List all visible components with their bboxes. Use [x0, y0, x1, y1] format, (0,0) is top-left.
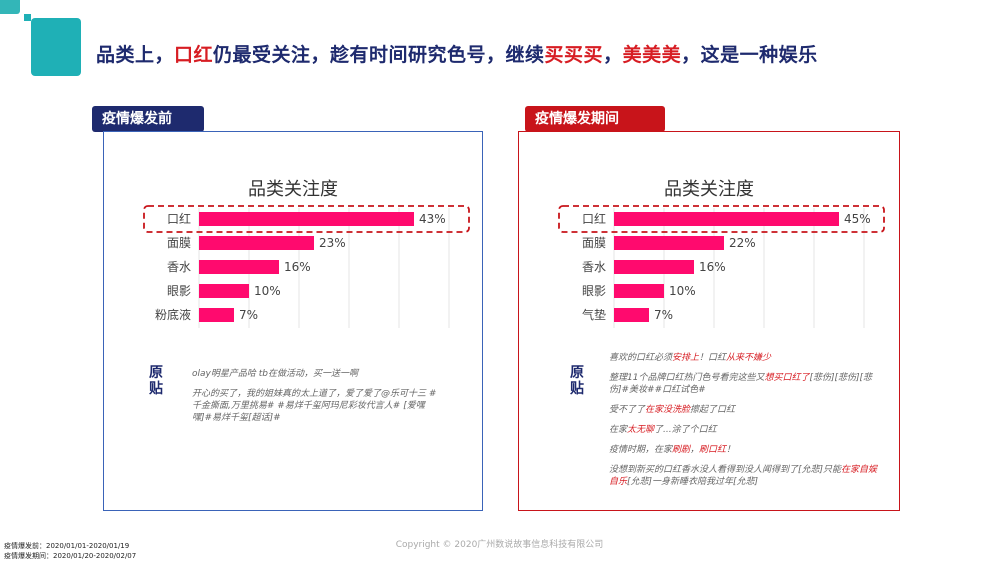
quote-list-before: olay明星产品哈 tb在做活动，买一送一啊开心的买了，我的姐妹真的太上道了，爱…: [192, 368, 442, 432]
bar: [614, 236, 724, 250]
title-highlight: 口红: [174, 44, 214, 66]
panel-before: 品类关注度 口红 43% 面膜 23% 香水 16% 眼影 10% 粉底液 7% 原贴 olay明…: [103, 131, 483, 511]
value-label: 45%: [844, 212, 871, 226]
bar: [199, 260, 279, 274]
title-part: ，: [603, 44, 623, 66]
quote-text: 了...涂了个口红: [654, 425, 717, 435]
chart-title: 品类关注度: [248, 179, 338, 200]
bar: [614, 284, 664, 298]
panel-tag-during: 疫情爆发期间: [525, 106, 665, 132]
quote-highlight: 在家自娱自乐: [609, 465, 878, 487]
category-label: 眼影: [582, 284, 606, 298]
panel-tag-before: 疫情爆发前: [92, 106, 204, 132]
footnote-during: 疫情爆发期间：2020/01/20-2020/02/07: [4, 552, 137, 560]
panel-during: 品类关注度 口红 45% 面膜 22% 香水 16% 眼影 10% 气垫 7% 原贴 喜欢的口红必…: [518, 131, 900, 511]
value-label: 10%: [254, 284, 281, 298]
corner-decoration-square: [31, 18, 81, 76]
corner-decoration-small: [0, 0, 20, 14]
value-label: 43%: [419, 212, 446, 226]
copyright-text: Copyright © 2020广州数说故事信息科技有限公司: [395, 540, 604, 550]
category-label: 眼影: [167, 284, 191, 298]
page-title: 品类上，口红仍最受关注，趁有时间研究色号，继续买买买，美美美，这是一种娱乐: [96, 40, 818, 67]
value-label: 22%: [729, 236, 756, 250]
value-label: 7%: [654, 308, 673, 322]
quote-text: [允悲]一身新睡衣陪我过年[允悲]: [627, 477, 759, 487]
category-label: 面膜: [167, 236, 191, 250]
quote-text: ！口红: [699, 353, 727, 363]
quote-text: 整理11个品牌口红热门色号看完这些又: [609, 373, 765, 383]
quote-text: 没想到新买的口红香水没人看得到没人闻得到了[允悲]只能: [609, 465, 842, 475]
bar-chart-before: 口红 43% 面膜 23% 香水 16% 眼影 10% 粉底液 7%: [143, 205, 470, 328]
title-highlight: 美美美: [622, 44, 682, 66]
value-label: 23%: [319, 236, 346, 250]
quote-highlight: 在家没洗脸: [645, 405, 691, 415]
title-highlight: 买买买: [544, 44, 604, 66]
quote-text: olay明星产品哈: [192, 369, 259, 379]
source-tag: 原贴: [570, 365, 584, 397]
quote-text: 在家: [609, 425, 628, 435]
source-tag: 原贴: [149, 365, 163, 397]
quote-text: 开心的买了，我的姐妹真的太上道了，爱了爱了@乐可十三 #千金撕面,万里挑易# #…: [192, 389, 437, 423]
bar: [199, 236, 314, 250]
category-label: 香水: [582, 260, 606, 274]
highlight-box: [143, 205, 470, 233]
quote-highlight: 从来不嫌少: [726, 353, 772, 363]
quote-text: 疫情时期，在家: [609, 445, 673, 455]
value-label: 16%: [284, 260, 311, 274]
quote-text: ！: [726, 445, 736, 455]
quote-highlight: 太无聊: [627, 425, 655, 435]
title-part: 仍最受关注，趁有时间研究色号，继续: [213, 44, 545, 66]
quote-text: 受不了了: [609, 405, 646, 415]
quote-text: 喜欢的口红必须: [609, 353, 673, 363]
footnote-before: 疫情爆发前：2020/01/01-2020/01/19: [4, 542, 130, 550]
category-label: 口红: [582, 211, 606, 226]
quote-highlight: 想买口红了: [764, 373, 810, 383]
quote-highlight: 刷口红: [699, 445, 727, 455]
bar: [199, 308, 234, 322]
category-label: 面膜: [582, 236, 606, 250]
category-label: 粉底液: [155, 307, 191, 322]
chart-title: 品类关注度: [664, 179, 754, 200]
quote-text: [悲伤][悲伤][悲伤]#美妆##口红试色#: [609, 373, 873, 395]
title-part: 品类上，: [96, 44, 175, 66]
category-label: 口红: [167, 211, 191, 226]
quote-line: 喜欢的口红必须安排上！口红从来不嫌少: [609, 352, 879, 364]
bar: [614, 308, 649, 322]
bar: [614, 260, 694, 274]
value-label: 7%: [239, 308, 258, 322]
corner-decoration-dot: [24, 14, 31, 21]
quote-text: ，: [690, 445, 700, 455]
quote-text: 擦起了口红: [690, 405, 736, 415]
quote-highlight: 安排上: [672, 353, 700, 363]
highlight-box: [558, 205, 885, 233]
category-label: 气垫: [582, 307, 606, 322]
quote-line: olay明星产品哈 tb在做活动，买一送一啊: [192, 368, 442, 380]
quote-line: 疫情时期，在家刷剧，刷口红！: [609, 444, 879, 456]
title-part: ，这是一种娱乐: [681, 44, 818, 66]
category-label: 香水: [167, 260, 191, 274]
bar-chart-during: 口红 45% 面膜 22% 香水 16% 眼影 10% 气垫 7%: [558, 205, 885, 328]
quote-line: 开心的买了，我的姐妹真的太上道了，爱了爱了@乐可十三 #千金撕面,万里挑易# #…: [192, 388, 442, 424]
quote-line: 整理11个品牌口红热门色号看完这些又想买口红了[悲伤][悲伤][悲伤]#美妆##…: [609, 372, 879, 396]
quote-text: tb在做活动，买一送一啊: [258, 369, 358, 379]
value-label: 10%: [669, 284, 696, 298]
quote-line: 受不了了在家没洗脸擦起了口红: [609, 404, 879, 416]
quote-line: 没想到新买的口红香水没人看得到没人闻得到了[允悲]只能在家自娱自乐[允悲]一身新…: [609, 464, 879, 488]
value-label: 16%: [699, 260, 726, 274]
bar: [614, 212, 839, 226]
quote-highlight: 刷剧: [672, 445, 691, 455]
bar: [199, 284, 249, 298]
quote-line: 在家太无聊了...涂了个口红: [609, 424, 879, 436]
quote-list-during: 喜欢的口红必须安排上！口红从来不嫌少 整理11个品牌口红热门色号看完这些又想买口红…: [609, 352, 879, 496]
bar: [199, 212, 414, 226]
